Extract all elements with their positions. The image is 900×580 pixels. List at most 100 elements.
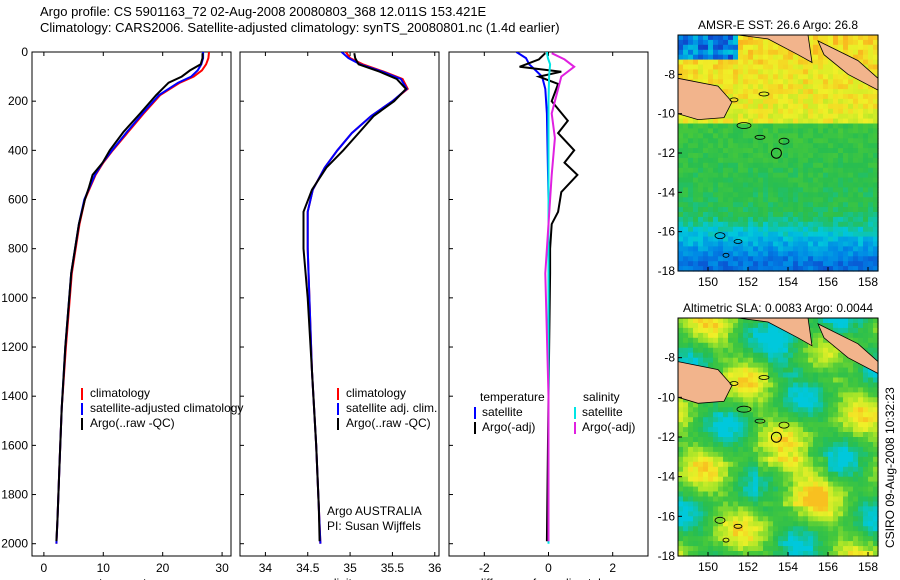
sst_map-cell bbox=[778, 172, 784, 179]
sst_map-cell bbox=[703, 49, 709, 56]
sla_map-cell bbox=[863, 461, 869, 468]
sst_map-cell bbox=[758, 39, 764, 46]
sla_map-cell bbox=[808, 318, 814, 324]
sst_map-cell bbox=[758, 182, 764, 188]
sst_map-cell bbox=[818, 54, 824, 61]
sst_map-cell bbox=[713, 236, 719, 243]
sst_map-cell bbox=[718, 143, 724, 149]
sla_map-cell bbox=[838, 437, 844, 443]
sla_map-cell bbox=[803, 496, 809, 503]
sla_map-cell bbox=[813, 387, 819, 393]
sla_map-cell bbox=[828, 491, 834, 498]
sst_map-cell bbox=[818, 133, 824, 139]
sla_map-cell bbox=[823, 387, 829, 393]
sst_map-cell bbox=[753, 172, 759, 179]
sla_map-cell bbox=[718, 446, 724, 453]
sst_map-cell bbox=[843, 261, 849, 267]
sst_map-cell bbox=[833, 69, 839, 75]
sla_map-cell bbox=[723, 466, 729, 473]
sla_map-cell bbox=[828, 432, 834, 438]
sst_map-cell bbox=[738, 241, 744, 247]
sst_map-cell bbox=[823, 202, 829, 208]
sla_map-cell bbox=[838, 402, 844, 408]
sst_map-cell bbox=[823, 207, 829, 213]
sla_map-cell bbox=[818, 347, 824, 354]
sst_map-cell bbox=[813, 197, 819, 203]
sla_map-cell bbox=[838, 456, 844, 463]
sla_map-cell bbox=[683, 352, 689, 359]
sst_map-cell bbox=[733, 74, 739, 80]
sla_map-cell bbox=[793, 377, 799, 384]
sla_map-cell bbox=[828, 357, 834, 364]
sla_map-cell bbox=[753, 382, 759, 389]
sst_map-cell bbox=[758, 187, 764, 193]
sst_map-cell bbox=[758, 98, 764, 105]
sst_map-cell bbox=[733, 251, 739, 257]
sst_map-cell bbox=[873, 212, 879, 218]
sla_map-cell bbox=[733, 506, 739, 512]
sst_map-cell bbox=[868, 266, 874, 272]
sst_map-cell bbox=[853, 108, 859, 115]
sst_map-cell bbox=[838, 98, 844, 105]
sst_map-cell bbox=[808, 251, 814, 257]
sst_map-cell bbox=[698, 39, 704, 46]
sst_map-cell bbox=[768, 241, 774, 247]
sst_map-cell bbox=[783, 128, 789, 134]
sst_map-cell bbox=[803, 246, 809, 252]
sst_map-cell bbox=[868, 172, 874, 179]
sst_map-cell bbox=[743, 128, 749, 134]
sst_map-cell bbox=[693, 128, 699, 134]
sla_map-cell bbox=[733, 412, 739, 418]
legend-diff-temperature-entry: satellite bbox=[482, 405, 523, 419]
sst_map-cell bbox=[793, 266, 799, 272]
sst_map-cell bbox=[853, 98, 859, 105]
sst_map-cell bbox=[743, 202, 749, 208]
sst_map-cell bbox=[688, 54, 694, 61]
sla_map-cell bbox=[778, 481, 784, 488]
sla_map-cell bbox=[863, 456, 869, 463]
sla_map-cell bbox=[848, 481, 854, 488]
sla_map-cell bbox=[843, 456, 849, 463]
sst_map-cell bbox=[778, 226, 784, 233]
sla_map-cell bbox=[733, 496, 739, 503]
sst_map-cell bbox=[693, 207, 699, 213]
sla_map-cell bbox=[828, 511, 834, 517]
sla_map-cell bbox=[823, 476, 829, 483]
sla_map-cell bbox=[783, 491, 789, 498]
sst_map-cell bbox=[728, 157, 734, 164]
sla_map-cell bbox=[703, 511, 709, 517]
sla_map-cell bbox=[833, 392, 839, 398]
sla_map-cell bbox=[723, 437, 729, 443]
difference-xtick-label: -2 bbox=[479, 561, 490, 575]
sst_map-cell bbox=[763, 216, 769, 223]
sla_map-cell bbox=[793, 437, 799, 443]
sla_map-cell bbox=[803, 531, 809, 537]
sst_map-cell bbox=[798, 216, 804, 223]
sst_map-cell bbox=[813, 39, 819, 46]
sst_map-cell bbox=[773, 177, 779, 184]
sla_map-cell bbox=[698, 486, 704, 493]
sst_map-cell bbox=[758, 49, 764, 56]
sst_map-cell bbox=[818, 226, 824, 233]
sla_map-cell bbox=[678, 318, 684, 324]
sla_map-cell bbox=[863, 481, 869, 488]
sla_map-cell bbox=[808, 461, 814, 468]
sst_map-cell bbox=[688, 167, 694, 174]
temperature-ytick-label: 1000 bbox=[1, 291, 28, 305]
sla_map-cell bbox=[768, 456, 774, 463]
sla_map-cell bbox=[873, 318, 879, 324]
legend-temperature-entry: satellite-adjusted climatology bbox=[90, 401, 243, 415]
sla_map-cell bbox=[763, 551, 769, 557]
sla_map-cell bbox=[858, 402, 864, 408]
sla_map-xtick-label: 158 bbox=[858, 560, 878, 574]
sst_map-cell bbox=[773, 64, 779, 70]
sst_map-cell bbox=[713, 138, 719, 144]
sla_map-cell bbox=[808, 442, 814, 448]
sla_map-cell bbox=[768, 471, 774, 478]
sst_map-cell bbox=[753, 246, 759, 252]
sla_map-cell bbox=[803, 511, 809, 517]
sla_map-cell bbox=[808, 491, 814, 498]
sst_map-cell bbox=[863, 162, 869, 169]
sst_map-cell bbox=[768, 39, 774, 46]
sst_map-cell bbox=[838, 202, 844, 208]
